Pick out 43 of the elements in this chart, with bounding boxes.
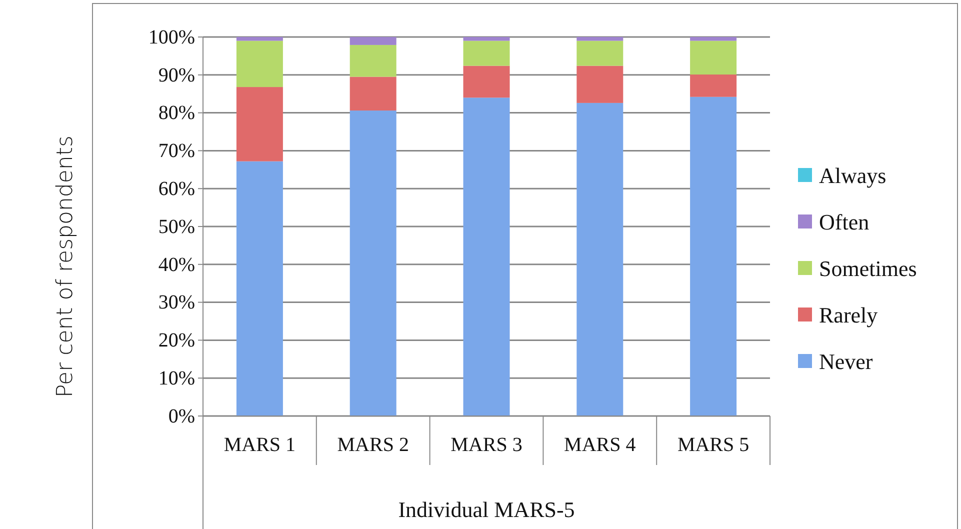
bar [463,40,510,66]
y-tick-label: 100% [148,26,195,48]
x-axis-title: Individual MARS-5 [398,497,575,522]
y-tick-label: 60% [158,178,195,200]
y-axis-title: Per cent of respondents [53,136,78,398]
bar [576,40,624,66]
bar [463,66,510,98]
y-tick-label: 80% [158,102,195,124]
x-tick-label: MARS 1 [224,434,296,456]
legend-label: Never [819,349,874,374]
bar [350,110,396,416]
bar [350,37,396,45]
bar [463,37,510,41]
bar [690,37,737,41]
y-tick-label: 50% [158,216,195,238]
y-tick-label: 40% [158,254,195,276]
bar [576,66,624,103]
legend-label: Sometimes [819,256,917,281]
x-tick-label: MARS 4 [564,434,636,456]
y-tick-label: 30% [158,292,195,314]
y-tick-label: 20% [158,330,195,352]
y-tick-label: 10% [158,368,195,390]
bar [576,102,624,416]
bar [690,40,737,75]
bar [350,76,396,111]
bar [690,96,737,416]
y-tick-label: 90% [158,64,195,86]
x-tick-label: MARS 5 [677,434,750,456]
bar [236,161,283,416]
legend-label: Rarely [819,302,878,328]
legend-label: Often [819,210,870,234]
y-tick-label: 0% [168,405,195,428]
bar [690,74,737,97]
bar [236,87,283,162]
bar [350,44,396,77]
x-tick-label: MARS 2 [337,434,409,456]
bar [236,37,283,41]
bar [236,40,283,88]
x-tick-label: MARS 3 [450,434,522,456]
legend-label: Always [819,163,886,188]
y-tick-label: 70% [158,140,195,162]
bar [576,37,624,41]
bar [463,98,510,416]
